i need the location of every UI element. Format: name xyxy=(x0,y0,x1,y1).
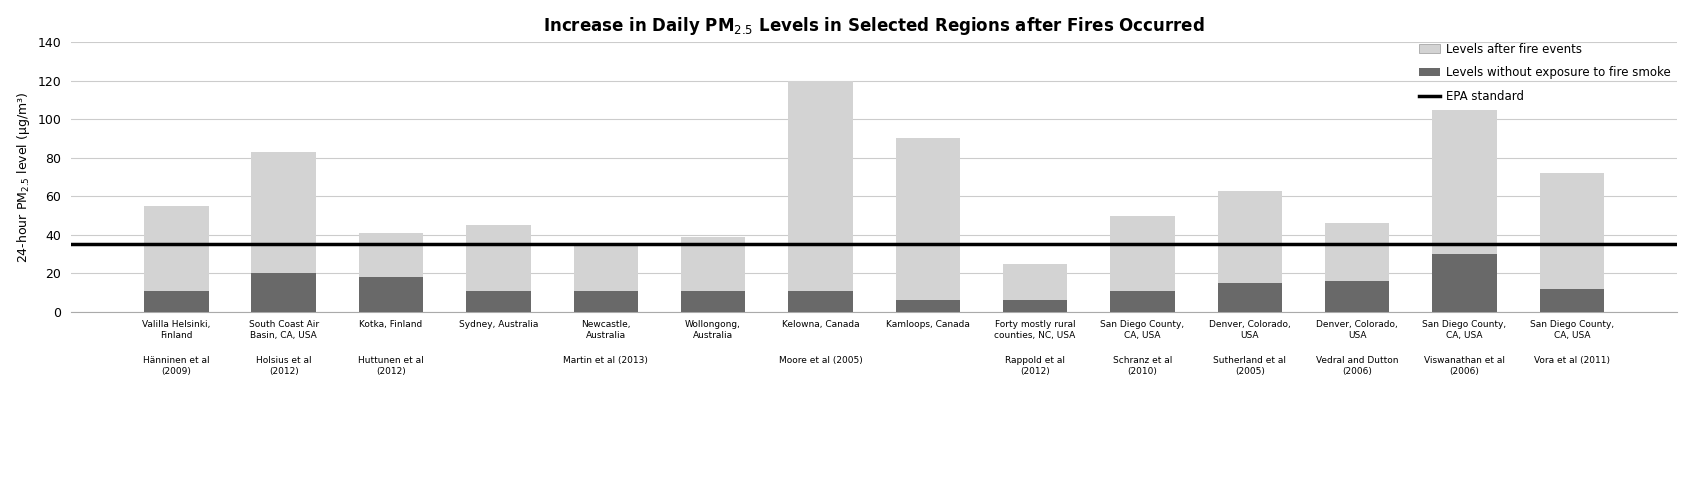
Text: South Coast Air
Basin, CA, USA: South Coast Air Basin, CA, USA xyxy=(249,320,318,340)
Text: Huttunen et al
(2012): Huttunen et al (2012) xyxy=(359,356,425,376)
Y-axis label: 24-hour PM$_{2.5}$ level (μg/m³): 24-hour PM$_{2.5}$ level (μg/m³) xyxy=(15,91,32,263)
Text: Newcastle,
Australia: Newcastle, Australia xyxy=(580,320,631,340)
Bar xyxy=(1325,281,1389,312)
Bar xyxy=(895,301,959,312)
Bar xyxy=(680,291,744,312)
Bar xyxy=(1003,264,1068,312)
Bar xyxy=(467,225,531,312)
EPA standard xyxy=(274,241,294,247)
Text: San Diego County,
CA, USA: San Diego County, CA, USA xyxy=(1530,320,1614,340)
Text: Vedral and Dutton
(2006): Vedral and Dutton (2006) xyxy=(1316,356,1398,376)
Bar xyxy=(1110,291,1174,312)
Bar xyxy=(1218,283,1283,312)
Bar xyxy=(574,291,638,312)
Bar xyxy=(467,291,531,312)
Bar xyxy=(1110,215,1174,312)
EPA standard xyxy=(166,241,186,247)
Bar xyxy=(1431,254,1497,312)
Bar xyxy=(1540,289,1604,312)
Text: Wollongong,
Australia: Wollongong, Australia xyxy=(685,320,741,340)
Text: Kamloops, Canada: Kamloops, Canada xyxy=(887,320,970,329)
Bar xyxy=(1431,110,1497,312)
Bar xyxy=(1218,190,1283,312)
Text: Kotka, Finland: Kotka, Finland xyxy=(359,320,423,329)
Text: San Diego County,
CA, USA: San Diego County, CA, USA xyxy=(1100,320,1184,340)
Text: Hänninen et al
(2009): Hänninen et al (2009) xyxy=(144,356,210,376)
Bar xyxy=(680,237,744,312)
Title: Increase in Daily PM$_{2.5}$ Levels in Selected Regions after Fires Occurred: Increase in Daily PM$_{2.5}$ Levels in S… xyxy=(543,15,1205,37)
Bar xyxy=(252,274,316,312)
Bar xyxy=(144,206,208,312)
Bar xyxy=(359,233,423,312)
Bar xyxy=(252,152,316,312)
Text: Sutherland et al
(2005): Sutherland et al (2005) xyxy=(1213,356,1286,376)
Bar xyxy=(1003,301,1068,312)
Text: Denver, Colorado,
USA: Denver, Colorado, USA xyxy=(1316,320,1398,340)
Text: Vora et al (2011): Vora et al (2011) xyxy=(1535,356,1609,365)
Bar xyxy=(788,291,853,312)
Text: Martin et al (2013): Martin et al (2013) xyxy=(563,356,648,365)
Text: Valilla Helsinki,
Finland: Valilla Helsinki, Finland xyxy=(142,320,210,340)
Legend: Levels after fire events, Levels without exposure to fire smoke, EPA standard: Levels after fire events, Levels without… xyxy=(1420,43,1672,103)
Bar xyxy=(359,277,423,312)
Text: Forty mostly rural
counties, NC, USA: Forty mostly rural counties, NC, USA xyxy=(995,320,1076,340)
Bar xyxy=(788,81,853,312)
Text: Sydney, Australia: Sydney, Australia xyxy=(459,320,538,329)
Text: San Diego County,
CA, USA: San Diego County, CA, USA xyxy=(1423,320,1506,340)
Bar xyxy=(1540,173,1604,312)
Bar xyxy=(144,291,208,312)
Text: Holsius et al
(2012): Holsius et al (2012) xyxy=(255,356,311,376)
Text: Denver, Colorado,
USA: Denver, Colorado, USA xyxy=(1208,320,1291,340)
Text: Rappold et al
(2012): Rappold et al (2012) xyxy=(1005,356,1064,376)
Text: Viswanathan et al
(2006): Viswanathan et al (2006) xyxy=(1425,356,1504,376)
Text: Moore et al (2005): Moore et al (2005) xyxy=(778,356,863,365)
Bar xyxy=(1325,223,1389,312)
Bar xyxy=(895,138,959,312)
Text: Schranz et al
(2010): Schranz et al (2010) xyxy=(1113,356,1173,376)
Bar xyxy=(574,244,638,312)
Text: Kelowna, Canada: Kelowna, Canada xyxy=(782,320,860,329)
